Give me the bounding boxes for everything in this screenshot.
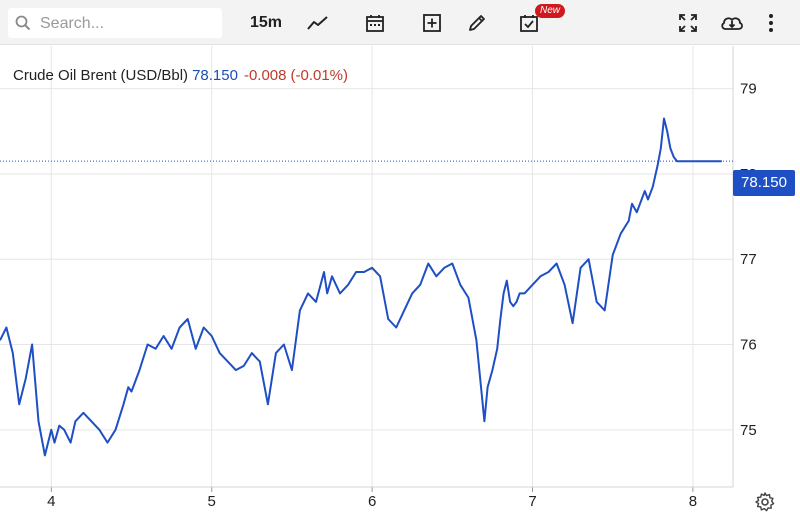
gear-icon — [755, 492, 775, 512]
chart-settings-button[interactable] — [754, 491, 776, 513]
calendar-check-icon — [520, 15, 538, 32]
x-tick-label: 4 — [47, 493, 55, 510]
x-tick-label: 8 — [689, 493, 697, 510]
search-icon — [15, 15, 31, 31]
chart-toolbar: 15m New — [0, 0, 800, 45]
more-options-button[interactable] — [756, 8, 786, 38]
tick-labels: 757677787945678 — [47, 81, 757, 510]
price-chart[interactable]: 757677787945678 — [0, 46, 800, 520]
series-line — [0, 117, 722, 457]
interval-selector[interactable]: 15m — [249, 14, 283, 31]
new-badge: New — [535, 4, 566, 18]
add-indicator-icon — [423, 14, 441, 32]
draw-pencil-icon — [469, 15, 485, 31]
more-vertical-icon — [769, 14, 773, 32]
calendar-icon — [366, 15, 384, 32]
search-box[interactable] — [8, 8, 222, 38]
last-price-tag: 78.150 — [733, 170, 795, 196]
y-tick-label: 76 — [740, 337, 757, 354]
chart-grid — [0, 46, 733, 487]
chart-legend: Crude Oil Brent (USD/Bbl) 78.150 -0.008 (-0… — [13, 67, 348, 84]
fullscreen-icon — [679, 14, 697, 32]
line-chart-icon — [307, 16, 328, 30]
y-tick-label: 77 — [740, 251, 757, 268]
legend-change: -0.008 — [243, 67, 287, 84]
y-tick-label: 79 — [740, 81, 757, 98]
instrument-name: Crude Oil Brent (USD/Bbl) — [13, 67, 189, 84]
search-input[interactable] — [38, 13, 217, 35]
x-tick-label: 7 — [528, 493, 536, 510]
download-cloud-icon — [721, 17, 743, 30]
x-tick-label: 5 — [208, 493, 216, 510]
legend-change-percent: (-0.01%) — [290, 67, 349, 84]
fullscreen-button[interactable] — [673, 8, 703, 38]
events-button[interactable] — [514, 8, 544, 38]
legend-price: 78.150 — [192, 67, 238, 84]
chart-type-button[interactable] — [303, 8, 333, 38]
add-indicator-button[interactable] — [417, 8, 447, 38]
download-button[interactable] — [717, 8, 747, 38]
draw-button[interactable] — [462, 8, 492, 38]
chart-axes — [0, 46, 734, 492]
calendar-button[interactable] — [360, 8, 390, 38]
x-tick-label: 6 — [368, 493, 376, 510]
y-tick-label: 75 — [740, 422, 757, 439]
